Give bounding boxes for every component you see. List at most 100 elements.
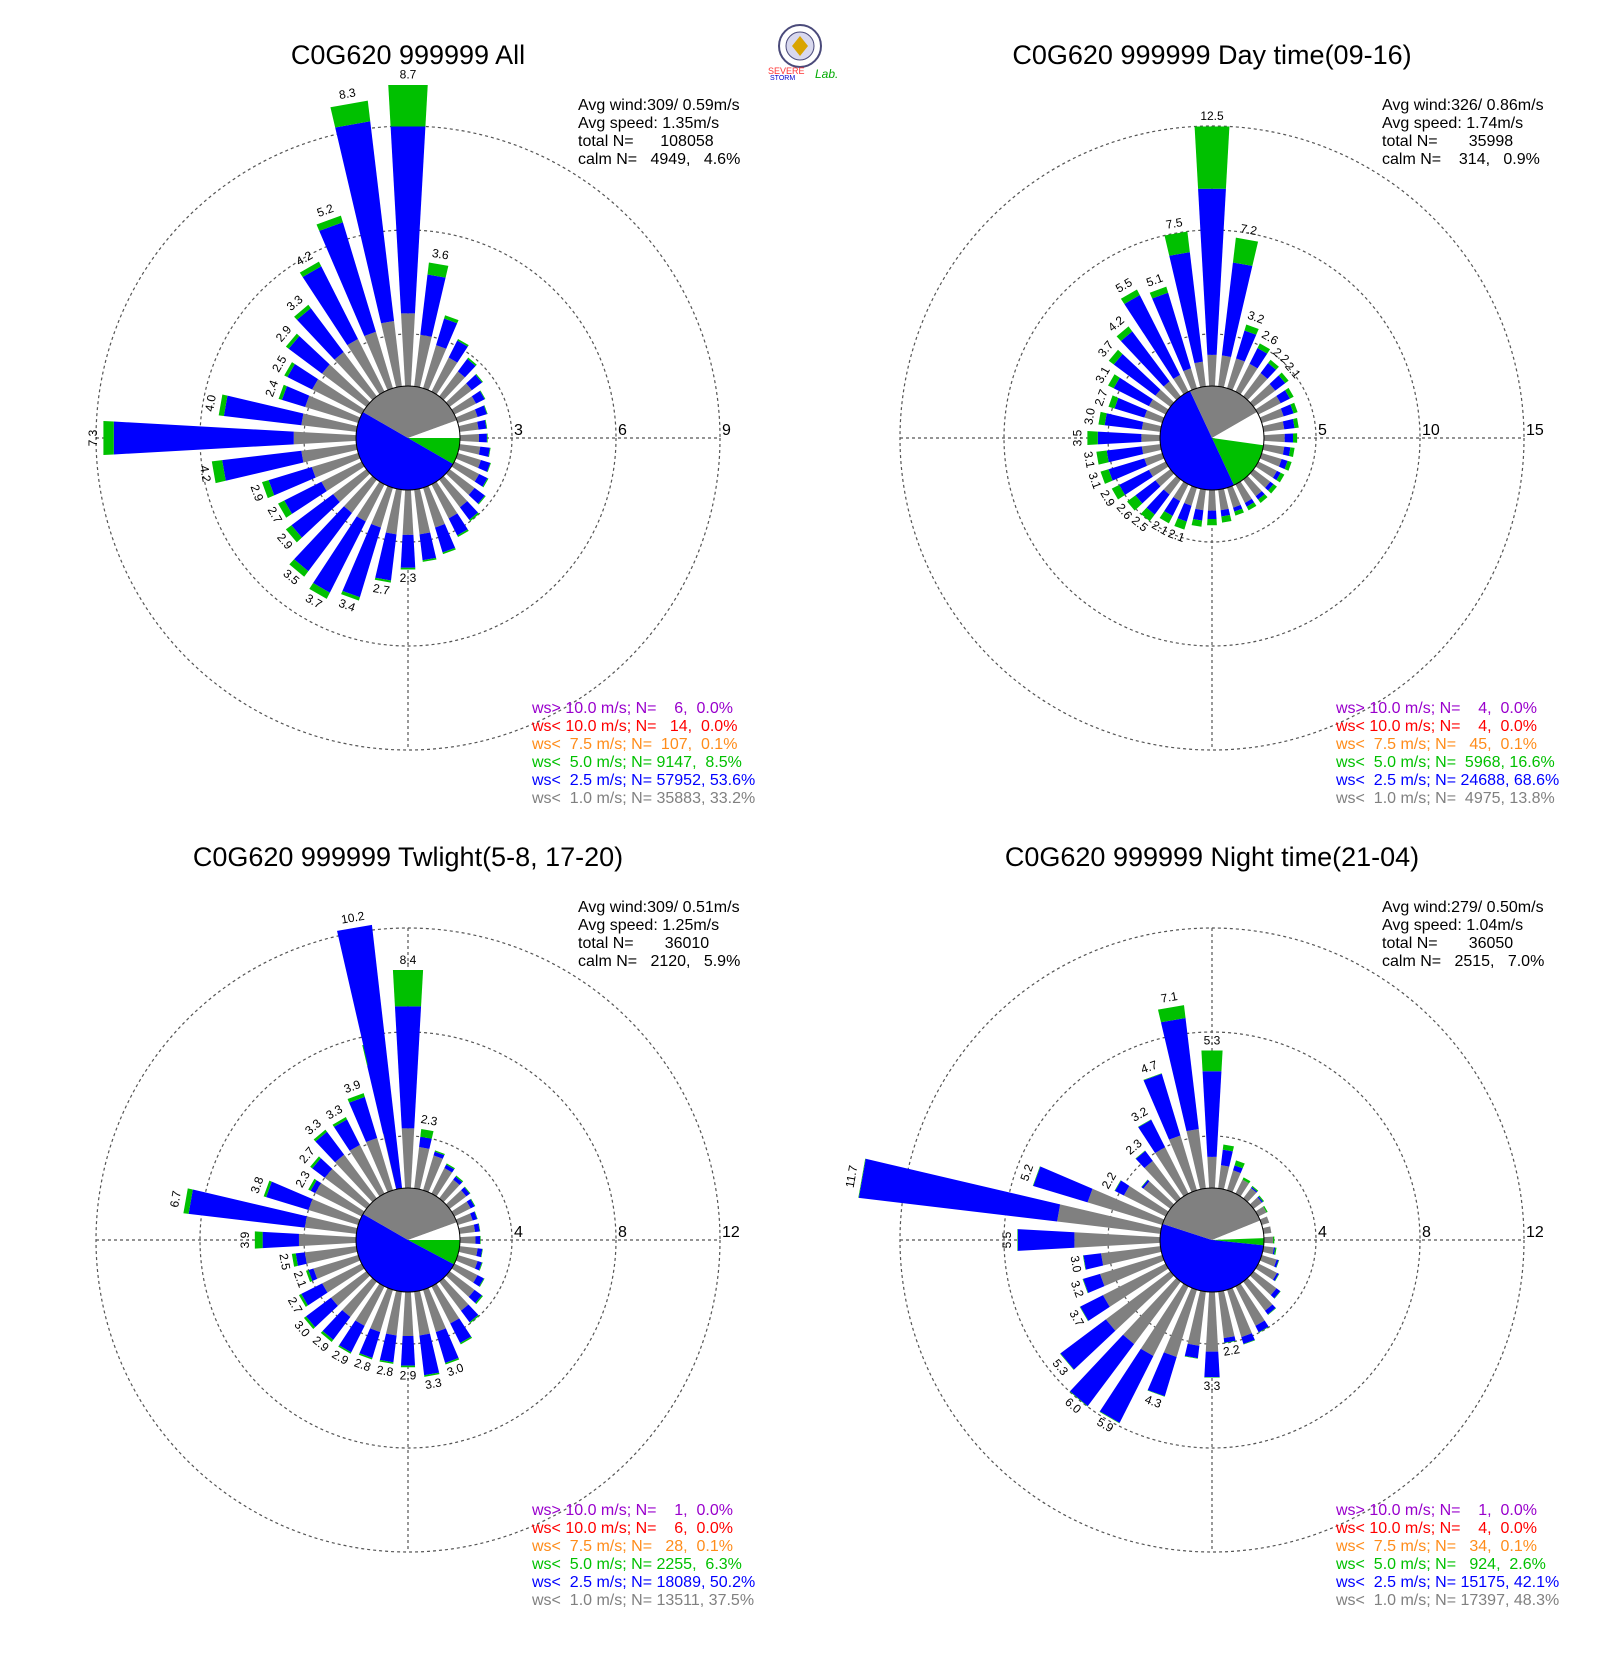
bar-segment-lt5 (1274, 1273, 1280, 1282)
legend-entry: ws< 2.5 m/s; N= 57952, 53.6% (531, 772, 755, 789)
bar-segment-lt25 (468, 487, 485, 504)
bar-value-label: 2.8 (375, 1363, 394, 1380)
bar-segment-calm (1184, 485, 1197, 506)
bar-segment-calm (1227, 1287, 1252, 1338)
bar-segment-lt5 (285, 333, 300, 349)
bar-segment-lt25 (295, 1252, 307, 1266)
bar-segment-lt5 (1100, 469, 1113, 484)
calm-pie-slice-green (1212, 438, 1264, 486)
bar-segment-lt5 (455, 1175, 464, 1183)
bar-segment-calm (414, 1147, 430, 1190)
bar-segment-calm (1205, 1291, 1219, 1352)
bar-segment-lt5 (341, 590, 360, 601)
bar-segment-lt5 (475, 1295, 483, 1305)
bar-segment-calm (312, 379, 365, 415)
bar-segment-calm (324, 1168, 371, 1209)
bar-segment-lt5 (1157, 1005, 1186, 1023)
bar-segment-lt5 (338, 1345, 352, 1354)
bar-segment-lt5 (261, 480, 275, 499)
bar-segment-lt5 (445, 1358, 460, 1365)
bar-segment-lt5 (1127, 495, 1143, 511)
bar-segment-lt25 (1108, 458, 1147, 481)
legend-entry: ws> 10.0 m/s; N= 4, 0.0% (1335, 700, 1537, 717)
bar-segment-calm (371, 485, 393, 528)
bar-segment-calm (1255, 1206, 1267, 1217)
calm-pie-outline (1159, 1187, 1265, 1293)
bar-segment-calm (1163, 381, 1181, 401)
bar-segment-lt25 (342, 524, 381, 598)
bar-value-label: 2.9 (248, 483, 267, 504)
bar-segment-lt25 (308, 1268, 318, 1281)
bar-segment-lt5 (1232, 237, 1259, 266)
bar-segment-calm (439, 1179, 460, 1203)
bar-segment-lt5 (1293, 418, 1299, 429)
radial-tick-label: 12 (1526, 1224, 1544, 1241)
radial-tick-label: 4 (514, 1224, 523, 1241)
bar-segment-lt5 (427, 262, 449, 278)
bar-segment-lt5 (316, 215, 343, 231)
bar-segment-lt25 (1204, 1351, 1220, 1378)
bar-segment-calm (1155, 389, 1175, 407)
bar-segment-lt25 (337, 924, 403, 1190)
bar-segment-lt25 (1097, 431, 1142, 445)
bar-segment-calm (439, 475, 468, 508)
bar-segment-calm (1207, 1156, 1217, 1189)
bar-segment-lt25 (478, 433, 487, 443)
bar-segment-lt5 (1258, 1195, 1265, 1202)
radial-tick-label: 8 (618, 1224, 627, 1241)
bar-segment-lt25 (1033, 1166, 1093, 1203)
bar-value-label: 8.3 (338, 85, 357, 102)
bar-segment-lt25 (1270, 1288, 1281, 1299)
bar-segment-calm (347, 338, 385, 395)
bar-segment-calm (1235, 363, 1258, 395)
legend-entry: ws< 5.0 m/s; N= 924, 2.6% (1335, 1556, 1546, 1573)
calm-pie-slice-white (1212, 412, 1264, 446)
bar-segment-lt25 (1265, 481, 1274, 491)
bar-segment-lt25 (858, 1158, 1061, 1222)
bar-segment-calm (431, 1283, 460, 1324)
legend-entry: ws< 1.0 m/s; N= 17397, 48.3% (1335, 1592, 1559, 1609)
bar-segment-calm (1102, 1263, 1169, 1307)
bar-segment-calm (1123, 1185, 1169, 1217)
bar-value-label: 3.0 (1081, 407, 1098, 426)
bar-segment-lt25 (1236, 330, 1257, 362)
bar-segment-calm (381, 320, 402, 388)
bar-segment-lt25 (1083, 1253, 1104, 1270)
bar-segment-lt25 (1060, 1319, 1116, 1370)
bar-segment-calm (1235, 481, 1252, 503)
bar-segment-lt5 (310, 1156, 321, 1169)
bar-segment-lt25 (473, 1275, 484, 1287)
bar-segment-lt25 (262, 1231, 299, 1249)
bar-segment-calm (1141, 434, 1161, 442)
bar-segment-calm (423, 485, 445, 528)
bar-segment-calm (1207, 489, 1217, 511)
bar-segment-lt25 (281, 386, 310, 407)
bar-segment-calm (308, 1199, 361, 1225)
bar-segment-lt5 (1184, 1355, 1198, 1359)
bar-value-label: 2.9 (400, 1369, 417, 1383)
bar-segment-calm (458, 444, 481, 455)
bar-segment-lt25 (1223, 1336, 1236, 1343)
bar-value-label: 4.7 (1139, 1058, 1160, 1077)
bar-segment-lt25 (1284, 433, 1293, 443)
radial-tick-label: 9 (722, 422, 731, 439)
wind-rose-panel-3: C0G620 999999 Twlight(5-8, 17-20) 4 8 12 8.4… (95, 842, 755, 1609)
bar-segment-lt25 (470, 1211, 478, 1221)
bar-segment-lt25 (433, 1151, 445, 1159)
bar-segment-lt5 (482, 478, 489, 488)
bar-segment-lt25 (453, 1176, 463, 1186)
bar-segment-calm (321, 364, 371, 407)
bar-segment-lt5 (1174, 518, 1187, 530)
bar-value-label: 3.4 (337, 596, 358, 615)
bar-segment-lt5 (467, 357, 477, 366)
bar-value-label: 11.7 (843, 1164, 861, 1189)
bar-segment-lt5 (278, 384, 287, 400)
panel-title: C0G620 999999 Night time(21-04) (1005, 842, 1419, 872)
bar-segment-calm (1255, 1263, 1277, 1280)
bar-segment-lt25 (394, 1006, 422, 1129)
bar-segment-lt5 (1060, 1353, 1075, 1370)
bar-value-label: 7.3 (86, 429, 100, 446)
legend-entry: ws< 5.0 m/s; N= 5968, 16.6% (1335, 754, 1555, 771)
bar-segment-lt25 (1146, 489, 1170, 515)
